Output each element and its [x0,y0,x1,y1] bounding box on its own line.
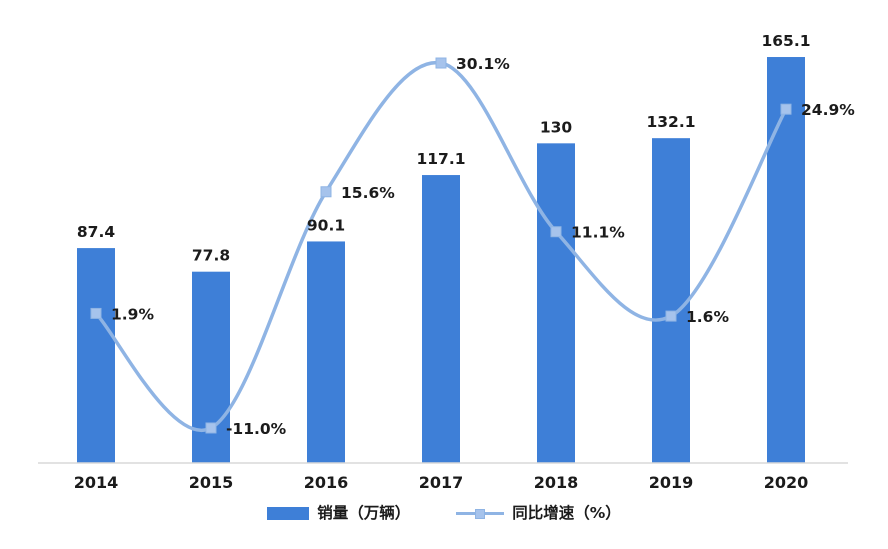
bar-2015 [192,271,230,463]
bar-value-label: 77.8 [192,247,230,265]
growth-value-label: 30.1% [456,55,510,73]
growth-value-label: 1.6% [686,308,729,326]
bar-2019 [652,138,690,463]
x-axis-label: 2015 [189,473,234,492]
x-axis-label: 2014 [74,473,119,492]
bar-value-label: 132.1 [646,113,695,131]
x-axis-label: 2020 [764,473,809,492]
growth-marker-2017 [435,57,447,69]
bar-2020 [767,57,805,463]
growth-marker-2015 [205,422,217,434]
bar-swatch [267,507,310,521]
x-axis-label: 2018 [534,473,579,492]
growth-marker-2018 [550,226,562,238]
growth-value-label: 1.9% [111,305,154,323]
growth-value-label: 11.1% [571,224,625,242]
legend-label-sales: 销量（万辆） [317,504,411,522]
growth-value-label: 24.9% [801,101,855,119]
legend-item-sales: 销量（万辆） [267,504,411,522]
legend-item-growth: 同比增速（%） [456,504,621,522]
x-axis-label: 2016 [304,473,349,492]
x-axis-label: 2019 [649,473,694,492]
chart-legend: 销量（万辆） 同比增速（%） [0,504,888,522]
bar-2018 [537,143,575,463]
x-axis-label: 2017 [419,473,464,492]
bar-value-label: 165.1 [761,32,810,50]
line-swatch-marker [475,508,486,519]
growth-value-label: 15.6% [341,184,395,202]
bar-value-label: 117.1 [416,150,465,168]
bar-value-label: 90.1 [307,216,345,234]
legend-label-growth: 同比增速（%） [512,504,621,522]
line-swatch [456,508,505,520]
bar-2017 [422,175,460,464]
growth-value-label: -11.0% [226,420,287,438]
bar-value-label: 130 [540,118,573,136]
growth-marker-2014 [90,307,102,319]
bar-2016 [307,241,345,463]
growth-marker-2020 [780,103,792,115]
bar-value-label: 87.4 [77,223,115,241]
bar-2014 [77,248,115,463]
growth-marker-2016 [320,186,332,198]
growth-marker-2019 [665,310,677,322]
